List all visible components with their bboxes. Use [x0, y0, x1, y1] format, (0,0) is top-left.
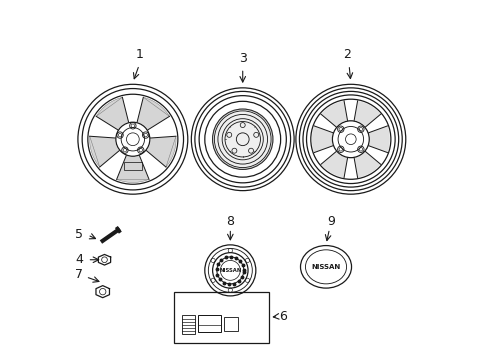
Polygon shape	[353, 101, 380, 127]
Text: 3: 3	[238, 52, 246, 65]
Text: 1: 1	[136, 48, 143, 61]
Text: 8: 8	[226, 215, 234, 228]
Bar	[224, 317, 237, 330]
Text: 9: 9	[327, 215, 335, 228]
Polygon shape	[146, 136, 176, 167]
Text: 4: 4	[75, 253, 83, 266]
Polygon shape	[96, 97, 128, 130]
Polygon shape	[311, 126, 332, 153]
Bar	[182, 315, 195, 334]
Polygon shape	[117, 156, 149, 183]
Text: 6: 6	[279, 310, 287, 323]
Polygon shape	[368, 126, 389, 153]
Polygon shape	[137, 97, 169, 130]
Bar	[198, 315, 221, 332]
Polygon shape	[89, 136, 119, 167]
Text: 5: 5	[75, 229, 83, 242]
Bar	[124, 162, 142, 170]
Polygon shape	[353, 152, 380, 177]
Text: 7: 7	[75, 268, 83, 281]
Text: NISSAN: NISSAN	[219, 268, 241, 273]
Text: NISSAN: NISSAN	[311, 264, 340, 270]
Polygon shape	[320, 152, 347, 177]
Text: 2: 2	[343, 48, 350, 61]
Polygon shape	[320, 101, 347, 127]
Ellipse shape	[212, 109, 272, 169]
Bar	[173, 292, 269, 343]
